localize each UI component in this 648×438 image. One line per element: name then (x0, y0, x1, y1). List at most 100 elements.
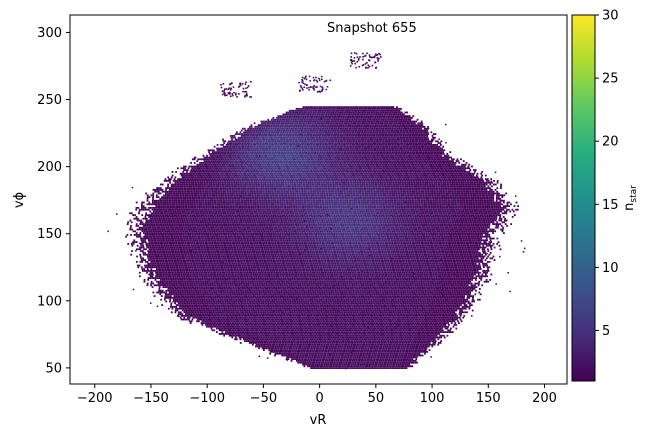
hex-bin (315, 106, 317, 108)
hex-bin (389, 142, 391, 144)
hex-bin (317, 173, 319, 175)
hex-bin (356, 158, 358, 160)
hex-bin (286, 162, 288, 164)
hex-bin (364, 175, 366, 177)
hex-bin (321, 126, 323, 128)
hex-bin (345, 133, 347, 135)
hex-bin (421, 162, 423, 164)
hex-bin (361, 108, 363, 110)
hex-bin (316, 135, 318, 137)
hex-bin (332, 126, 334, 128)
hex-bin (321, 148, 323, 150)
hex-bin (406, 151, 408, 153)
hex-bin (422, 139, 424, 141)
hex-bin (242, 178, 244, 180)
hex-bin (290, 153, 292, 155)
hex-bin (374, 173, 376, 175)
hex-bin (348, 167, 350, 169)
hex-bin (359, 133, 361, 135)
hex-bin (283, 122, 285, 124)
hex-bin (189, 166, 191, 168)
hex-bin (233, 149, 235, 151)
hex-bin (282, 166, 284, 168)
hex-bin (298, 112, 300, 114)
hex-bin (339, 108, 341, 110)
hex-bin (362, 176, 364, 178)
hex-bin (261, 130, 263, 132)
hex-bin (286, 176, 288, 178)
hex-bin (355, 178, 357, 180)
hex-bin (298, 139, 300, 141)
hex-bin (351, 122, 353, 124)
hex-bin (284, 153, 286, 155)
hex-bin (325, 175, 327, 177)
hex-bin (274, 175, 276, 177)
hex-bin (409, 131, 411, 133)
hex-bin (407, 126, 409, 128)
hex-bin (324, 121, 326, 123)
hex-bin (316, 155, 318, 157)
hex-bin (441, 160, 443, 162)
hex-bin (292, 144, 294, 146)
hex-bin (425, 157, 427, 159)
hex-bin (265, 180, 267, 182)
hex-bin (352, 175, 354, 177)
hex-bin (415, 121, 417, 123)
hex-bin (401, 135, 403, 137)
hex-bin (415, 130, 417, 132)
hex-bin (325, 126, 327, 128)
hex-bin (353, 142, 355, 144)
hex-bin (442, 171, 444, 173)
hex-bin (271, 166, 273, 168)
hex-bin (465, 164, 467, 166)
hex-bin (476, 178, 478, 180)
hex-bin (261, 146, 263, 148)
hex-bin (199, 175, 201, 177)
hex-bin (426, 162, 428, 164)
hex-bin (273, 151, 275, 153)
hex-bin (372, 140, 374, 142)
hex-bin (349, 169, 351, 171)
hex-bin (288, 124, 290, 126)
hex-bin (392, 130, 394, 132)
hex-bin (393, 142, 395, 144)
hex-bin (334, 140, 336, 142)
hex-bin (310, 133, 312, 135)
hex-bin (314, 117, 316, 119)
hex-bin (384, 171, 386, 173)
hex-bin (277, 142, 279, 144)
hex-bin (406, 128, 408, 130)
hex-bin (248, 135, 250, 137)
hex-bin (395, 158, 397, 160)
hex-bin (412, 166, 414, 168)
hex-bin (381, 128, 383, 130)
hex-bin (353, 164, 355, 166)
hex-bin (424, 140, 426, 142)
hex-bin (436, 176, 438, 178)
hex-bin (355, 108, 357, 110)
hex-bin (325, 162, 327, 164)
hex-bin (367, 137, 369, 139)
hex-bin (297, 113, 299, 115)
hex-bin (439, 153, 441, 155)
hex-bin (329, 155, 331, 157)
hex-bin (388, 171, 390, 173)
hex-bin (404, 151, 406, 153)
hex-bin (262, 128, 264, 130)
hex-bin (236, 167, 238, 169)
hex-bin (295, 146, 297, 148)
hex-bin (375, 106, 377, 108)
hex-bin (256, 144, 258, 146)
hex-bin (273, 140, 275, 142)
hex-bin (202, 164, 204, 166)
hex-bin (433, 158, 435, 160)
hex-bin (410, 180, 412, 182)
hex-bin (368, 119, 370, 121)
hex-bin (290, 173, 292, 175)
hex-bin (312, 110, 314, 112)
hex-bin (334, 149, 336, 151)
hex-bin (363, 173, 365, 175)
hex-bin (307, 128, 309, 130)
hex-bin (403, 113, 405, 115)
hex-bin (340, 115, 342, 117)
